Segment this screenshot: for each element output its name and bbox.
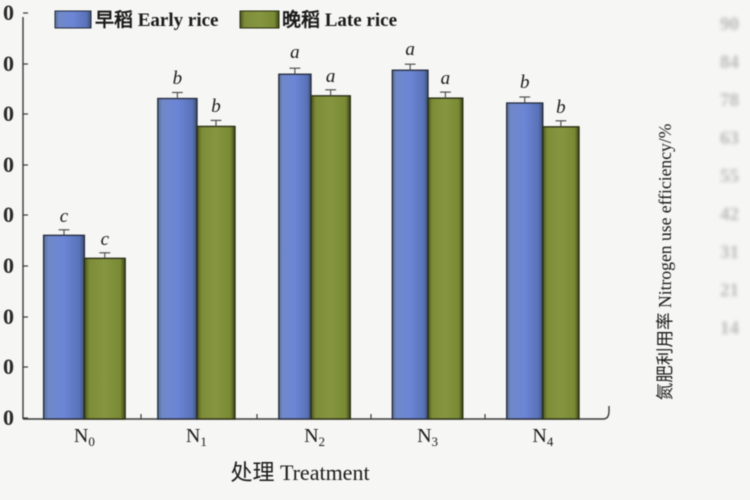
svg-text:c: c	[60, 206, 69, 227]
svg-text:0: 0	[3, 304, 14, 329]
svg-text:c: c	[101, 229, 110, 250]
svg-text:0: 0	[3, 354, 14, 379]
svg-text:42: 42	[720, 204, 739, 225]
svg-text:a: a	[290, 42, 300, 63]
svg-text:早稻 Early rice: 早稻 Early rice	[95, 8, 218, 31]
svg-text:0: 0	[3, 51, 14, 76]
svg-text:a: a	[405, 39, 415, 60]
svg-text:0: 0	[3, 202, 14, 227]
svg-text:0: 0	[3, 152, 14, 177]
svg-text:84: 84	[720, 52, 740, 73]
svg-text:b: b	[211, 96, 221, 117]
svg-text:a: a	[326, 66, 336, 87]
svg-text:0: 0	[3, 0, 14, 25]
svg-text:处理 Treatment: 处理 Treatment	[230, 460, 369, 485]
svg-text:a: a	[441, 68, 451, 89]
svg-text:b: b	[173, 68, 183, 89]
svg-text:b: b	[520, 72, 530, 93]
svg-text:21: 21	[720, 280, 739, 301]
svg-text:0: 0	[3, 101, 14, 126]
svg-text:63: 63	[720, 128, 739, 149]
svg-text:78: 78	[720, 90, 739, 111]
svg-text:氮肥利用率 Nitrogen use efficiency/: 氮肥利用率 Nitrogen use efficiency/%	[655, 123, 675, 400]
svg-text:0: 0	[3, 253, 14, 278]
svg-text:0: 0	[3, 405, 14, 430]
svg-text:晚稻 Late rice: 晚稻 Late rice	[282, 8, 397, 31]
svg-text:55: 55	[720, 166, 739, 187]
svg-text:31: 31	[720, 242, 739, 263]
svg-text:b: b	[556, 97, 566, 118]
svg-text:90: 90	[720, 14, 739, 35]
svg-text:14: 14	[720, 318, 740, 339]
